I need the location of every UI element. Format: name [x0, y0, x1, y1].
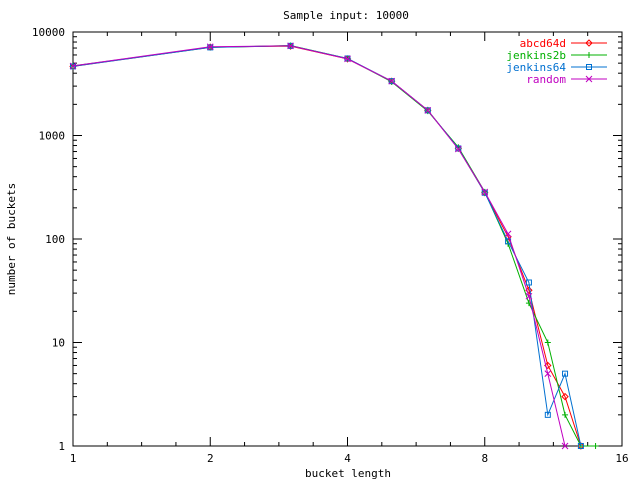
legend-marker — [586, 52, 592, 58]
x-axis: 1 2 4 8 16 — [70, 32, 629, 465]
data-point — [388, 78, 395, 85]
data-point — [455, 145, 462, 152]
data-point — [206, 43, 214, 51]
legend-label: jenkins2b — [506, 49, 566, 62]
legend-marker — [585, 75, 593, 83]
series-line-jenkins2b — [72, 44, 596, 447]
data-point — [562, 411, 569, 418]
data-point — [69, 62, 77, 70]
x-axis-label: bucket length — [305, 467, 391, 480]
data-point — [388, 77, 396, 85]
data-point — [344, 55, 351, 63]
data-point — [562, 370, 569, 377]
data-point — [544, 411, 551, 418]
series-jenkins64 — [70, 42, 584, 449]
legend-marker — [586, 64, 592, 70]
data-point — [70, 63, 76, 70]
x-tick-label: 16 — [615, 452, 628, 465]
data-point — [481, 188, 489, 196]
legend-marker — [585, 39, 593, 47]
series-jenkins2b — [70, 42, 599, 449]
data-point — [424, 107, 431, 114]
data-point — [544, 370, 552, 378]
data-point — [504, 230, 512, 238]
data-point — [544, 361, 552, 370]
x-tick-label: 1 — [70, 452, 77, 465]
data-point — [592, 443, 599, 449]
series-abcd64d — [69, 42, 585, 450]
data-point — [454, 145, 462, 153]
data-point — [525, 292, 533, 300]
series-layer — [69, 42, 599, 450]
data-point — [287, 42, 294, 50]
data-point — [481, 189, 488, 196]
data-point — [544, 339, 551, 346]
chart-title: Sample input: 10000 — [283, 9, 409, 22]
x-tick-label: 4 — [344, 452, 351, 465]
y-tick-label: 10000 — [32, 26, 65, 39]
series-line-jenkins64 — [72, 45, 582, 447]
y-tick-label: 10 — [52, 337, 65, 350]
data-point — [561, 392, 569, 401]
y-axis-label: number of buckets — [5, 183, 18, 296]
y-tick-label: 1000 — [39, 130, 66, 143]
series-line-random — [72, 45, 566, 447]
y-axis: 1 10 100 1000 10000 — [32, 26, 622, 453]
series-random — [69, 42, 569, 450]
x-tick-label: 2 — [207, 452, 214, 465]
data-point — [561, 442, 569, 450]
y-tick-label: 100 — [45, 233, 65, 246]
x-tick-label: 8 — [481, 452, 488, 465]
plot-frame — [72, 31, 623, 447]
series-line-abcd64d — [72, 45, 582, 447]
legend-label: jenkins64 — [506, 61, 566, 74]
data-point — [424, 106, 432, 114]
data-point — [525, 279, 532, 286]
legend-label: abcd64d — [520, 37, 566, 50]
data-point — [577, 443, 584, 449]
y-tick-label: 1 — [58, 440, 65, 453]
legend-label: random — [526, 73, 566, 86]
